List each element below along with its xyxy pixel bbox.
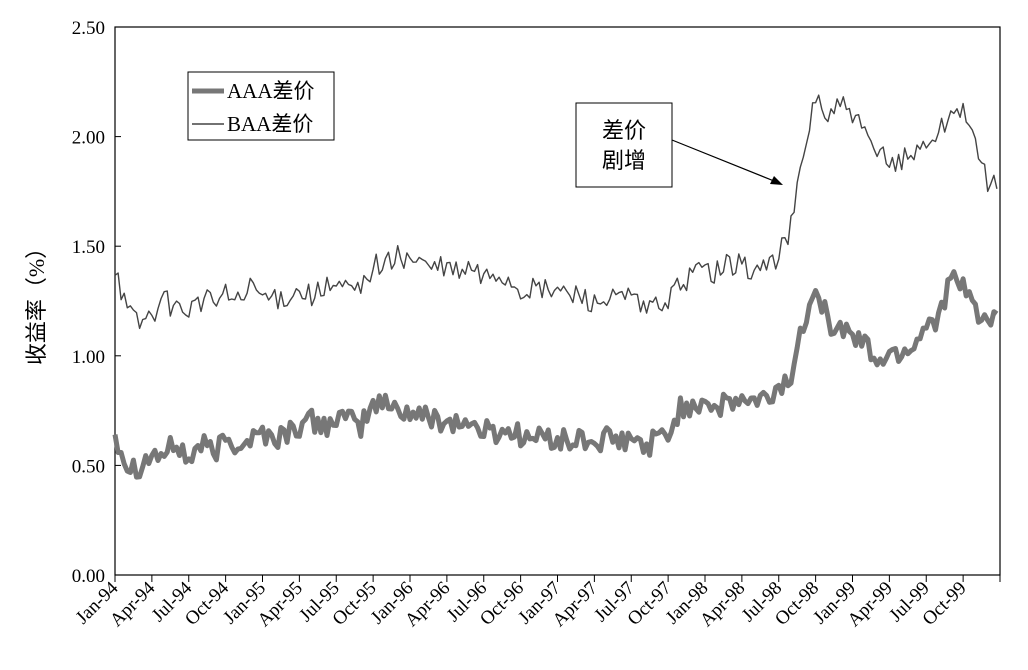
legend-label-baa: BAA差价 — [227, 112, 313, 136]
y-tick-label: 1.00 — [72, 347, 105, 368]
series-layer — [112, 94, 999, 480]
y-tick-label: 2.00 — [72, 128, 105, 149]
annotation-line-1: 差价 — [602, 118, 646, 143]
legend-label-aaa: AAA差价 — [227, 79, 315, 103]
annotation-arrowhead — [770, 176, 783, 185]
y-tick-label: 0.50 — [72, 456, 105, 477]
x-axis: Jan-94Apr-94Jul-94Oct-94Jan-95Apr-95Jul-… — [72, 575, 1001, 631]
y-tick-label: 2.50 — [72, 18, 105, 39]
y-axis-title: 收益率（%） — [24, 237, 49, 365]
annotation-line-2: 剧增 — [602, 148, 646, 173]
y-tick-label: 1.50 — [72, 237, 105, 258]
annotation-arrow — [671, 139, 780, 184]
series-line-baa — [114, 94, 998, 330]
y-tick-label: 0.00 — [72, 566, 105, 587]
annotation-box — [575, 102, 673, 188]
legend: AAA差价 BAA差价 — [187, 71, 335, 141]
legend-box — [187, 71, 335, 141]
annotation: 差价 剧增 — [575, 102, 783, 188]
y-axis: 0.00 0.50 1.00 1.50 2.00 2.50 — [72, 18, 121, 587]
series-line-aaa — [112, 269, 999, 480]
